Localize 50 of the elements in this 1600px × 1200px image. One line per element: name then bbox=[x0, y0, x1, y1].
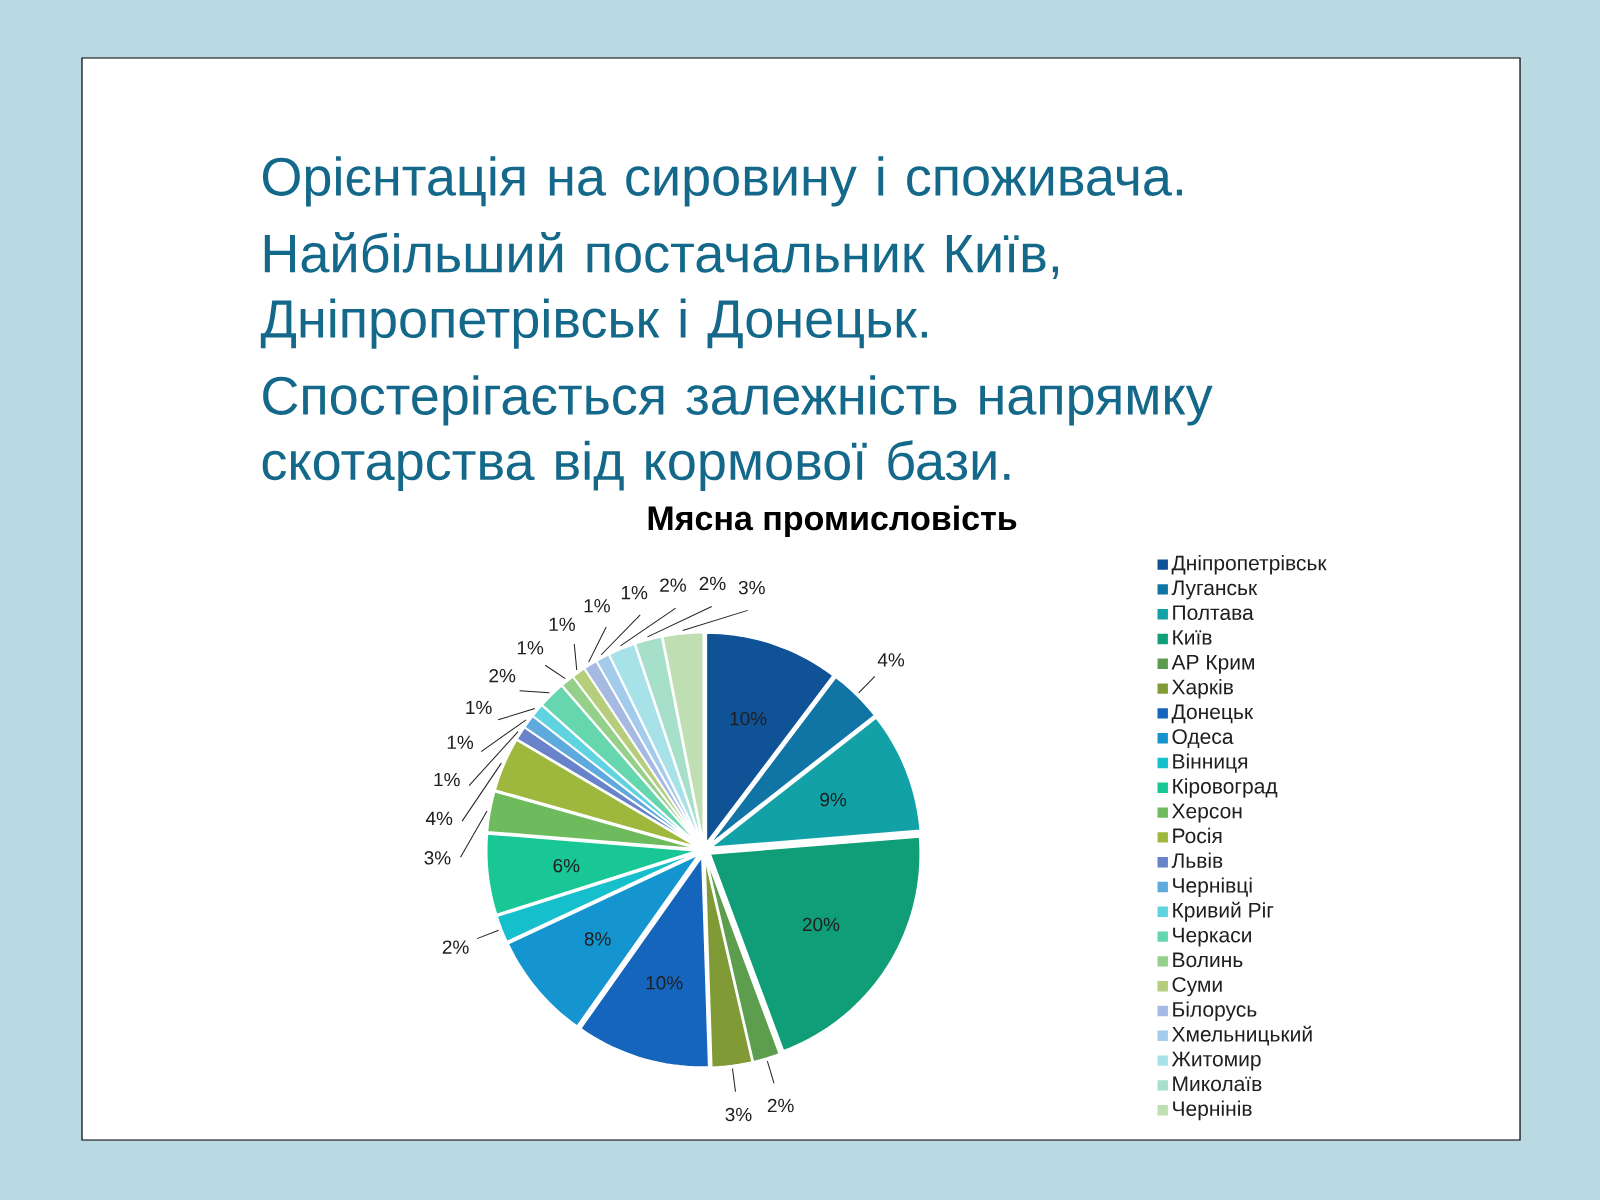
data-label: 6% bbox=[553, 858, 580, 873]
data-label: 2% bbox=[699, 576, 726, 591]
text: Найбільший постачальник Київ, Дніпропетрівськ і Донецьк. bbox=[260, 232, 1058, 349]
legend-label: Чернівці bbox=[1173, 877, 1252, 897]
data-label: 2% bbox=[660, 578, 687, 592]
data-label: 4% bbox=[877, 653, 905, 667]
legend-label: Кривий Ріг bbox=[1173, 901, 1274, 922]
data-label: 2% bbox=[767, 1098, 794, 1113]
data-label: 1% bbox=[517, 641, 544, 655]
legend-label: Хмельницький bbox=[1171, 1025, 1312, 1046]
data-label: 1% bbox=[466, 700, 492, 715]
legend-label: Житомир bbox=[1171, 1051, 1261, 1071]
legend-label: Херсон bbox=[1171, 803, 1242, 823]
data-label: 1% bbox=[434, 772, 460, 787]
text: Орієнтація на сировину і споживача. bbox=[262, 156, 1182, 207]
legend-label: Волинь bbox=[1173, 952, 1243, 968]
data-label: 1% bbox=[447, 735, 474, 749]
data-label: 10% bbox=[646, 976, 683, 990]
legend-label: Білорусь bbox=[1173, 1001, 1257, 1021]
data-label: 1% bbox=[621, 585, 648, 600]
legend-label: Дніпропетрівськ bbox=[1171, 555, 1327, 575]
legend-label: Київ bbox=[1173, 630, 1212, 645]
data-label: 2% bbox=[442, 940, 469, 954]
legend-label: Луганськ bbox=[1171, 580, 1258, 600]
data-label: 1% bbox=[584, 599, 610, 613]
text: Спостерігається залежність напрямку скотарства від кормової бази. bbox=[262, 375, 1213, 491]
legend-label: Суми bbox=[1172, 977, 1222, 997]
data-label: 1% bbox=[549, 617, 576, 631]
data-label: 3% bbox=[738, 580, 765, 595]
legend-label: Полтава bbox=[1173, 605, 1254, 621]
legend-label: Вінниця bbox=[1173, 753, 1248, 773]
data-label: 3% bbox=[424, 851, 451, 865]
legend-label: Одеса bbox=[1172, 729, 1234, 748]
data-label: 4% bbox=[425, 811, 453, 826]
legend-label: Львів bbox=[1171, 852, 1223, 868]
data-label: 9% bbox=[820, 792, 847, 807]
legend-label: Чернінів bbox=[1173, 1100, 1252, 1121]
data-label: 3% bbox=[725, 1107, 752, 1122]
legend-label: АР Крим bbox=[1171, 654, 1254, 674]
data-label: 2% bbox=[489, 669, 516, 683]
data-label: 8% bbox=[584, 932, 611, 946]
legend-label: Харків bbox=[1171, 679, 1233, 699]
data-label: 10% bbox=[730, 711, 767, 726]
chart-title: Мясна промисловість bbox=[648, 505, 1017, 538]
legend-label: Миколаїв bbox=[1173, 1076, 1262, 1092]
legend-label: Росія bbox=[1173, 827, 1222, 844]
data-label: 20% bbox=[802, 917, 840, 932]
legend-label: Черкаси bbox=[1173, 927, 1251, 947]
legend-label: Донецьк bbox=[1171, 704, 1254, 724]
legend-label: Кіровоград bbox=[1173, 778, 1278, 798]
